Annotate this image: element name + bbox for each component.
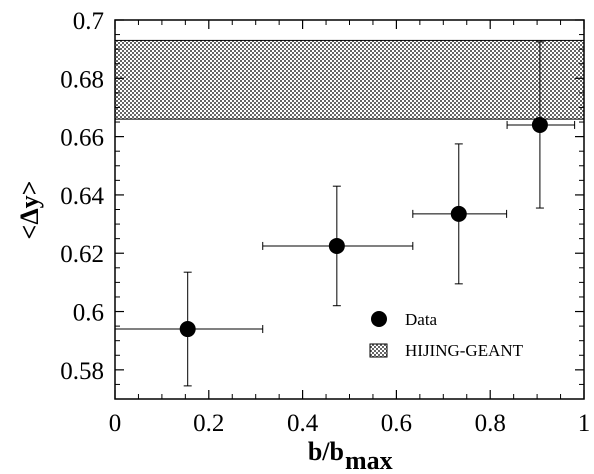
legend-label-band: HIJING-GEANT <box>405 341 524 360</box>
y-tick-label: 0.58 <box>60 358 104 385</box>
hijing-geant-band <box>114 39 585 120</box>
x-tick-label: 0.6 <box>381 410 412 437</box>
y-tick-label: 0.6 <box>73 300 104 327</box>
y-tick-label: 0.62 <box>60 241 104 268</box>
x-tick-label: 0.4 <box>287 410 319 437</box>
legend-marker-band <box>369 343 388 358</box>
legend-marker-data <box>371 311 387 327</box>
legend: Data HIJING-GEANT <box>369 310 524 360</box>
y-tick-label: 0.68 <box>60 66 104 93</box>
x-tick-label: 0.2 <box>193 410 224 437</box>
y-axis-title: <Δy> <box>15 181 44 240</box>
plot-frame <box>114 19 585 400</box>
x-axis-title-subscript: max <box>345 446 393 474</box>
legend-label-data: Data <box>405 310 438 329</box>
y-tick-label: 0.7 <box>73 8 104 35</box>
x-axis-title: b/b <box>308 437 344 466</box>
x-tick-label: 0 <box>109 410 122 437</box>
ticks-layer: 0 0.2 0.4 0.6 0.8 1 0.58 0.6 0.62 0.64 0.66 0.68 0.7 <box>60 8 590 437</box>
data-point <box>531 116 548 133</box>
y-tick-label: 0.66 <box>60 125 104 152</box>
y-tick-label: 0.64 <box>60 183 104 210</box>
x-tick-label: 0.8 <box>475 410 506 437</box>
points-layer <box>114 41 576 387</box>
data-point <box>450 205 467 222</box>
data-point <box>328 237 345 254</box>
band-layer <box>114 39 585 120</box>
data-point <box>179 321 196 338</box>
x-tick-label: 1 <box>578 410 591 437</box>
